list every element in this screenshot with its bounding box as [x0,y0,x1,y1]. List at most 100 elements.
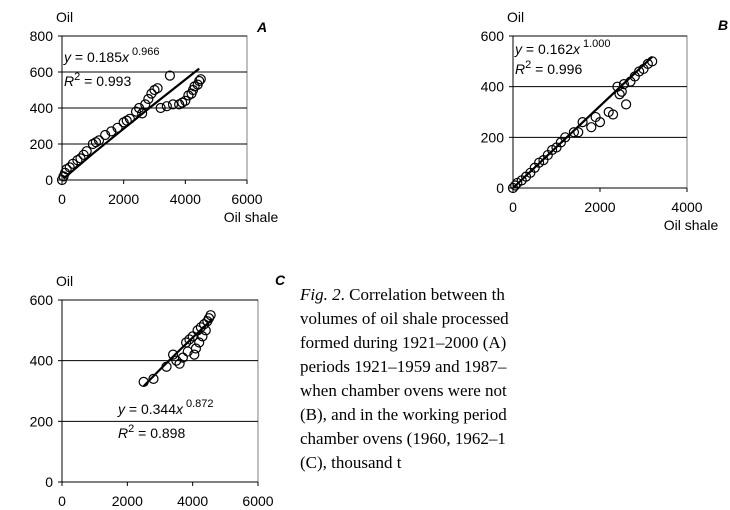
data-point [152,83,163,94]
y-tick-label: 600 [481,28,505,44]
data-point [594,117,606,128]
data-point [81,146,92,157]
data-point [189,349,200,360]
chart-title: B [718,17,728,33]
caption-line: periods 1921–1959 and 1987– [300,357,507,376]
data-point [164,70,176,81]
equation-exponent: 1.000 [583,38,611,50]
x-tick-label: 2000 [584,199,615,215]
y-axis-label: Oil [56,9,73,25]
data-point [180,95,191,106]
r-squared-symbol: R [515,61,525,77]
data-point [510,180,521,191]
y-tick-label: 400 [30,353,54,369]
data-point [205,310,216,321]
y-tick-label: 0 [496,180,504,196]
x-axis-label: Oil shale [224,209,279,225]
data-point [148,373,159,384]
data-point [167,349,179,360]
chart-title: C [275,272,286,288]
x-axis-label: Oil shale [664,217,719,233]
y-tick-label: 200 [30,136,54,152]
data-point [155,102,166,114]
data-point [121,115,132,126]
y-axis-label: Oil [507,9,524,25]
data-point [61,164,72,175]
data-point [171,355,182,366]
data-point [647,56,658,67]
caption-line: volumes of oil shale processed [300,309,509,328]
data-point [146,88,157,99]
data-point [174,358,185,369]
r-squared-exponent: 2 [128,423,134,435]
data-point [137,108,148,119]
r-squared: R2 = 0.898 [118,423,185,441]
caption-line: formed during 1921–2000 (A) [300,333,506,352]
r-squared-exponent: 2 [74,71,80,83]
r-squared-value: = 0.898 [134,425,185,441]
data-point [140,99,151,110]
r-squared: R2 = 0.996 [515,59,582,77]
data-point [64,162,75,173]
equation: y = 0.344x 0.872 [117,398,214,417]
x-tick-label: 6000 [231,191,262,207]
y-axis-label: Oil [56,273,73,289]
data-point [568,127,580,138]
r-squared-value: = 0.996 [531,61,582,77]
y-tick-label: 600 [30,292,54,308]
data-point [620,99,632,110]
data-point [124,113,135,124]
x-tick-label: 0 [509,199,517,215]
data-point [192,325,203,336]
y-tick-label: 800 [30,28,54,44]
equation-exponent: 0.966 [132,46,160,58]
data-point [586,122,597,133]
caption-text: . Correlation between th [341,285,506,304]
data-point [87,138,98,150]
data-point [607,109,619,120]
equation-variable: x [572,41,581,57]
data-point [90,137,102,148]
equation-coefficient: = 0.185 [71,49,122,65]
data-point [614,89,625,100]
caption-line: Fig. 2. Correlation between th [299,285,505,304]
y-tick-label: 0 [45,172,53,188]
x-tick-label: 2000 [108,191,139,207]
equation-lhs: y [63,49,72,65]
x-tick-label: 0 [58,493,66,509]
data-point [149,84,160,96]
equation: y = 0.162x 1.000 [514,38,611,57]
caption-line: chamber ovens (1960, 1962–1 [300,429,506,448]
data-point [93,135,105,146]
x-tick-label: 0 [58,191,66,207]
equation: y = 0.185x 0.966 [63,46,160,65]
y-tick-label: 400 [30,100,54,116]
x-tick-label: 4000 [170,191,201,207]
data-point [161,101,172,112]
y-tick-label: 200 [30,413,54,429]
equation-variable: x [121,49,130,65]
data-point [184,334,195,345]
caption-label: Fig. 2 [299,285,341,304]
data-point [75,153,86,164]
data-point [187,331,198,342]
x-tick-label: 4000 [671,199,702,215]
data-point [100,129,111,141]
data-point [573,127,584,138]
r-squared-exponent: 2 [525,59,531,71]
r-squared-symbol: R [64,73,74,89]
x-tick-label: 2000 [112,493,143,509]
y-tick-label: 200 [481,129,505,145]
equation-coefficient: = 0.162 [522,41,573,57]
data-point [194,337,205,348]
data-point [72,155,83,166]
data-point [195,74,206,85]
caption-line: when chamber ovens were not [300,381,507,400]
data-point [130,106,142,117]
caption-line: (B), and in the working period [300,405,507,424]
x-tick-label: 6000 [242,493,273,509]
data-point [78,149,89,160]
equation-variable: x [175,401,184,417]
equation-exponent: 0.872 [186,398,214,410]
data-point [133,102,145,114]
